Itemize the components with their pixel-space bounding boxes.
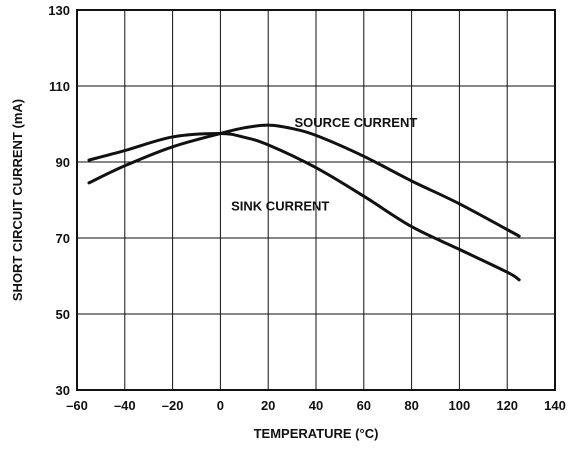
x-tick-label: 80 [404,398,418,413]
y-tick-label: 110 [49,79,70,94]
sink-current-label: SINK CURRENT [231,199,329,214]
source-current-line [87,123,521,238]
x-tick-label: 140 [544,398,566,413]
series-layer [87,123,521,282]
y-tick-label: 90 [56,155,70,170]
x-tick-label: –60 [66,398,88,413]
x-tick-label: –40 [114,398,136,413]
y-tick-label: 130 [48,3,70,18]
y-axis-title: SHORT CIRCUIT CURRENT (mA) [10,99,25,301]
x-tick-label: 60 [357,398,371,413]
x-axis-title: TEMPERATURE (°C) [254,426,379,441]
y-tick-label: 30 [56,383,70,398]
plot-frame [76,9,556,391]
tick-label-layer: –60 –40 –20 0 20 40 60 80 100 120 140 30 50 70 90 110 13… [48,3,566,413]
x-tick-label: 20 [261,398,275,413]
x-tick-label: –20 [162,398,184,413]
x-tick-label: 120 [496,398,518,413]
x-tick-label: 0 [217,398,224,413]
x-tick-label: 100 [449,398,471,413]
y-tick-label: 70 [56,231,70,246]
sink-current-line [87,131,521,282]
y-tick-label: 50 [56,307,70,322]
x-tick-label: 40 [309,398,323,413]
grid-layer [77,10,555,390]
source-current-label: SOURCE CURRENT [294,115,417,130]
